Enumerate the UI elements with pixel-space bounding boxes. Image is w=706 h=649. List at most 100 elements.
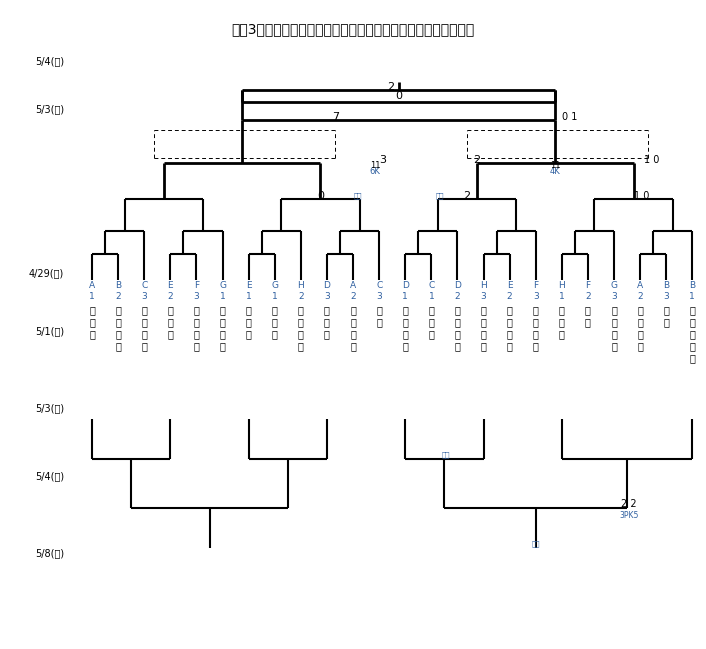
Text: 1: 1 [272, 292, 277, 300]
Text: 3: 3 [141, 292, 147, 300]
Text: 学: 学 [220, 329, 225, 339]
Text: 5/4(祝): 5/4(祝) [35, 471, 64, 481]
Text: 士: 士 [559, 317, 565, 327]
Text: 2 2: 2 2 [621, 500, 637, 509]
Text: 2: 2 [455, 292, 460, 300]
Text: 3: 3 [193, 292, 199, 300]
Text: 3: 3 [380, 155, 387, 165]
Text: 5/3(祝): 5/3(祝) [35, 104, 64, 114]
Text: 津: 津 [272, 317, 277, 327]
Text: 沼: 沼 [272, 305, 277, 315]
Text: 学: 学 [689, 329, 695, 339]
Text: 藤: 藤 [220, 317, 225, 327]
Text: 津: 津 [638, 317, 643, 327]
Text: 龍: 龍 [376, 317, 382, 327]
Text: H: H [480, 281, 487, 290]
Text: 5/3(祝): 5/3(祝) [35, 403, 64, 413]
Text: 士: 士 [663, 317, 669, 327]
Text: 士: 士 [481, 317, 486, 327]
Text: B: B [663, 281, 669, 290]
Text: 士: 士 [246, 317, 251, 327]
Text: 3: 3 [611, 292, 617, 300]
Text: 3: 3 [481, 292, 486, 300]
Text: 2: 2 [585, 292, 591, 300]
Text: 北: 北 [533, 341, 539, 351]
Text: 沼: 沼 [638, 305, 643, 315]
Text: 北: 北 [481, 341, 486, 351]
Text: 央: 央 [350, 341, 356, 351]
Text: 藤: 藤 [689, 317, 695, 327]
Text: 組長: 組長 [436, 193, 444, 199]
Text: 3: 3 [664, 292, 669, 300]
Text: 3: 3 [324, 292, 330, 300]
Text: C: C [429, 281, 434, 290]
Text: 市: 市 [193, 305, 199, 315]
Text: 御: 御 [115, 305, 121, 315]
Text: F: F [533, 281, 538, 290]
Text: 西: 西 [141, 341, 148, 351]
Text: 北: 北 [507, 341, 513, 351]
Text: 原: 原 [429, 317, 434, 327]
Text: 2: 2 [350, 292, 356, 300]
Text: 富: 富 [533, 305, 539, 315]
Text: D: D [323, 281, 330, 290]
Text: 士: 士 [455, 317, 460, 327]
Text: 富: 富 [246, 305, 251, 315]
Text: 伊: 伊 [350, 305, 356, 315]
Text: 山: 山 [585, 317, 591, 327]
Text: 組長: 組長 [532, 541, 540, 547]
Text: H: H [558, 281, 566, 290]
Text: H: H [297, 281, 304, 290]
Text: F: F [194, 281, 199, 290]
Text: 沼: 沼 [611, 305, 617, 315]
Text: 場: 場 [141, 329, 148, 339]
Text: 殿: 殿 [141, 317, 148, 327]
Text: 士: 士 [533, 317, 539, 327]
Text: 東: 東 [246, 329, 251, 339]
Text: 5/1(土): 5/1(土) [35, 326, 64, 336]
Text: 組長: 組長 [442, 452, 450, 458]
Text: 日: 日 [402, 305, 408, 315]
Text: 津: 津 [324, 317, 330, 327]
Text: 3PK5: 3PK5 [619, 511, 639, 520]
Text: E: E [167, 281, 173, 290]
Text: 高: 高 [638, 329, 643, 339]
Text: 吉: 吉 [429, 305, 434, 315]
Text: 総: 総 [298, 329, 304, 339]
Text: 見: 見 [559, 329, 565, 339]
Text: 津: 津 [611, 317, 617, 327]
Text: 韮: 韮 [585, 305, 591, 315]
Text: E: E [507, 281, 513, 290]
Text: 加: 加 [689, 305, 695, 315]
Text: 伊: 伊 [298, 305, 304, 315]
Text: 1 0: 1 0 [634, 191, 650, 201]
Text: 令和3年度静岡県東部高校総体サッカー競技　決勝トーナメント: 令和3年度静岡県東部高校総体サッカー競技 決勝トーナメント [232, 23, 474, 36]
Text: 西: 西 [89, 329, 95, 339]
Text: 0 1: 0 1 [563, 112, 578, 122]
Text: A: A [637, 281, 643, 290]
Text: 2: 2 [474, 155, 481, 165]
Text: 陽: 陽 [481, 329, 486, 339]
Text: 富: 富 [481, 305, 486, 315]
Text: 1: 1 [559, 292, 565, 300]
Text: 2: 2 [507, 292, 513, 300]
Text: 0: 0 [317, 191, 324, 201]
Text: 場: 場 [115, 329, 121, 339]
Text: 2: 2 [464, 191, 471, 201]
Text: 1: 1 [89, 292, 95, 300]
Text: 宮: 宮 [533, 329, 539, 339]
Text: 豆: 豆 [350, 317, 356, 327]
Text: 暁: 暁 [689, 341, 695, 351]
Text: 東: 東 [324, 329, 330, 339]
Text: 宮: 宮 [455, 329, 460, 339]
Text: 富: 富 [455, 305, 460, 315]
Text: 富: 富 [559, 305, 565, 315]
Text: 三: 三 [507, 317, 513, 327]
Text: C: C [141, 281, 148, 290]
Text: 3: 3 [533, 292, 539, 300]
Text: 7: 7 [333, 112, 340, 122]
Text: 北: 北 [611, 341, 617, 351]
Text: 大: 大 [402, 317, 408, 327]
Text: 沼: 沼 [89, 305, 95, 315]
Text: 島: 島 [507, 329, 513, 339]
